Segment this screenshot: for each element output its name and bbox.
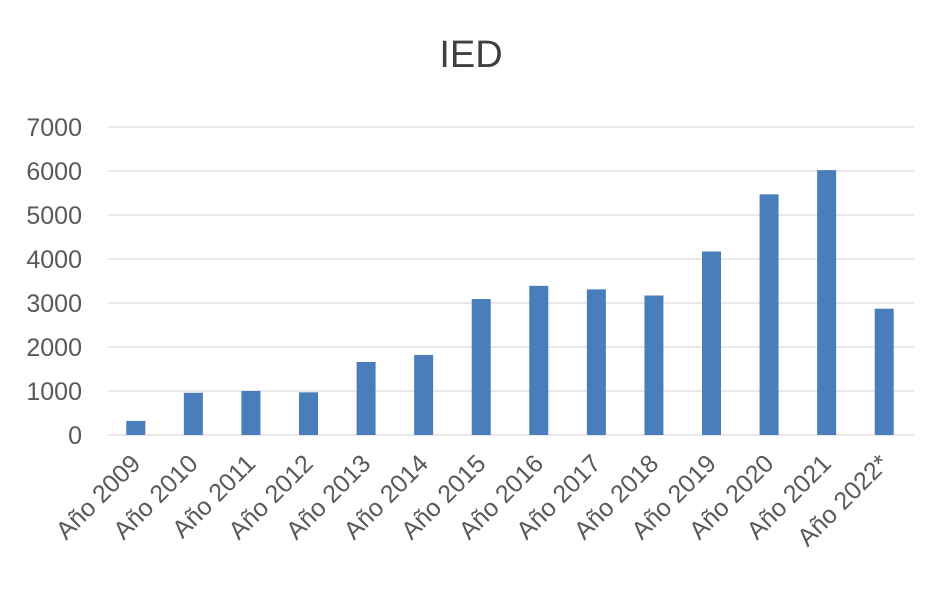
bar: [471, 299, 491, 435]
bars: [126, 170, 894, 435]
bar: [414, 354, 434, 435]
bar: [529, 285, 549, 435]
bar: [586, 289, 606, 435]
y-tick-label: 7000: [26, 114, 82, 142]
bar: [126, 420, 146, 435]
bar: [702, 251, 721, 435]
bar: [644, 295, 664, 435]
y-tick-label: 2000: [26, 334, 82, 362]
bar: [356, 361, 376, 435]
bar: [759, 194, 779, 435]
bar: [817, 170, 837, 435]
bar: [874, 308, 894, 435]
y-tick-label: 5000: [26, 202, 82, 230]
chart-title: IED: [439, 34, 502, 76]
y-tick-label: 1000: [26, 378, 82, 406]
y-tick-label: 0: [68, 422, 82, 450]
bar: [183, 392, 203, 435]
y-axis-ticks: 0 1000 2000 3000 4000 5000 6000 7000: [26, 114, 82, 450]
gridlines: [108, 126, 914, 436]
bar: [241, 391, 261, 435]
bar: [299, 392, 318, 435]
y-tick-label: 6000: [26, 158, 82, 186]
y-tick-label: 4000: [26, 246, 82, 274]
y-tick-label: 3000: [26, 290, 82, 318]
